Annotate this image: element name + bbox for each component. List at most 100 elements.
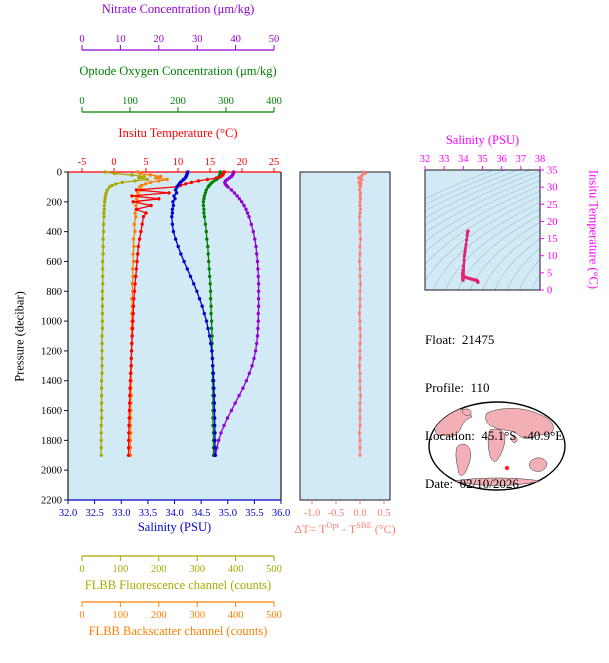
temperature-profile-marker bbox=[219, 174, 223, 179]
nitrate-profile-marker bbox=[256, 297, 261, 301]
fluorescence-tick-label: 0 bbox=[79, 564, 84, 575]
continent bbox=[485, 408, 554, 439]
temperature-profile-marker bbox=[196, 179, 201, 183]
delta-t-marker bbox=[358, 371, 362, 375]
ts-temperature-tick-label: 20 bbox=[547, 217, 558, 228]
oxygen-profile-marker bbox=[209, 319, 214, 323]
delta-t-marker bbox=[357, 176, 361, 180]
backscatter-profile-marker bbox=[134, 197, 139, 201]
float-id-line: Float: 21475 bbox=[425, 332, 495, 347]
nitrate-tick-label: 30 bbox=[192, 34, 203, 45]
ts-temperature-tick-label: 15 bbox=[547, 234, 558, 245]
delta-t-marker bbox=[358, 379, 362, 383]
ts-temperature-tick-label: 5 bbox=[547, 268, 552, 279]
delta-t-plot-area bbox=[300, 172, 390, 500]
nitrate-tick-label: 50 bbox=[269, 34, 280, 45]
fluorescence-profile-marker bbox=[101, 259, 105, 264]
nitrate-profile-marker bbox=[256, 267, 260, 271]
ts-curve-marker bbox=[476, 280, 480, 284]
delta-t-marker bbox=[358, 244, 362, 249]
density-contour bbox=[425, 170, 531, 219]
temperature-profile-marker bbox=[136, 244, 140, 249]
temperature-profile-marker bbox=[127, 423, 131, 428]
salinity-profile-marker bbox=[179, 252, 183, 256]
salinity-tick-label: 33.0 bbox=[112, 508, 130, 519]
pressure-tick-label: 1800 bbox=[41, 436, 62, 447]
oxygen-profile-marker bbox=[210, 334, 214, 338]
nitrate-profile-marker bbox=[247, 371, 252, 375]
temperature-profile-marker bbox=[167, 191, 171, 195]
delta-t-marker bbox=[358, 252, 362, 256]
salinity-profile-marker bbox=[197, 297, 202, 301]
nitrate-profile-marker bbox=[250, 364, 254, 368]
fluorescence-profile-marker bbox=[99, 423, 103, 428]
density-contour bbox=[425, 170, 494, 200]
nitrate-profile-marker bbox=[226, 185, 230, 189]
nitrate-profile-marker bbox=[219, 431, 223, 435]
backscatter-profile-marker bbox=[138, 171, 143, 176]
ts-curve-marker bbox=[463, 250, 467, 254]
delta-t-title-sup-sbe: SBE bbox=[356, 520, 372, 530]
backscatter-profile-marker bbox=[134, 203, 138, 208]
nitrate-tick-label: 20 bbox=[154, 34, 165, 45]
oxygen-tick-label: 0 bbox=[79, 96, 84, 107]
backscatter-profile-marker bbox=[143, 182, 148, 186]
delta-t-marker bbox=[358, 349, 362, 353]
salinity-profile-marker bbox=[210, 356, 214, 361]
salinity-axis-title: Salinity (PSU) bbox=[137, 520, 212, 534]
temperature-profile-marker bbox=[149, 203, 153, 208]
backscatter-tick-label: 100 bbox=[113, 610, 129, 621]
salinity-profile-marker bbox=[202, 311, 206, 316]
temperature-tick-label: 10 bbox=[173, 157, 184, 168]
fluorescence-profile-marker bbox=[100, 289, 105, 293]
salinity-profile-marker bbox=[192, 282, 196, 286]
ts-curve-marker bbox=[461, 268, 465, 272]
ts-temperature-tick-label: 35 bbox=[547, 166, 558, 177]
fluorescence-profile-marker bbox=[103, 200, 107, 204]
delta-t-marker bbox=[358, 194, 362, 198]
ts-curve-marker bbox=[465, 231, 470, 235]
fluorescence-axis-title: FLBB Fluorescence channel (counts) bbox=[84, 578, 272, 592]
delta-t-marker bbox=[357, 312, 362, 316]
density-contour bbox=[445, 208, 540, 290]
oxygen-profile-marker bbox=[202, 194, 207, 198]
oxygen-profile-marker bbox=[208, 289, 213, 293]
temperature-profile-marker bbox=[128, 379, 132, 383]
temperature-axis-title: Insitu Temperature (°C) bbox=[118, 126, 238, 140]
ts-temperature-tick-label: 30 bbox=[547, 183, 558, 194]
temperature-profile-marker bbox=[129, 356, 133, 361]
delta-t-marker bbox=[363, 171, 367, 176]
delta-t-marker bbox=[357, 431, 362, 435]
temperature-profile-marker bbox=[189, 180, 194, 185]
fluorescence-profile-marker bbox=[101, 237, 105, 241]
oxygen-profile-marker bbox=[202, 197, 206, 201]
oxygen-profile-marker bbox=[209, 326, 214, 331]
delta-t-marker bbox=[359, 174, 363, 179]
density-contour bbox=[469, 222, 540, 290]
delta-t-marker bbox=[357, 364, 362, 368]
delta-t-marker bbox=[358, 326, 362, 331]
pressure-tick-label: 2200 bbox=[41, 496, 62, 507]
temperature-tick-label: 5 bbox=[143, 157, 148, 168]
temperature-profile-marker bbox=[157, 197, 161, 201]
salinity-profile-marker bbox=[171, 203, 176, 208]
nitrate-tick-label: 0 bbox=[79, 34, 84, 45]
delta-t-tick-label: 0.5 bbox=[377, 508, 390, 519]
continent bbox=[455, 443, 471, 476]
salinity-profile-marker bbox=[211, 364, 215, 368]
density-contour bbox=[425, 170, 518, 212]
temperature-profile-marker bbox=[139, 229, 143, 234]
fluorescence-profile-marker bbox=[100, 319, 105, 323]
temperature-profile-marker bbox=[140, 222, 144, 226]
fluorescence-profile-marker bbox=[100, 356, 104, 361]
salinity-tick-label: 32.5 bbox=[85, 508, 103, 519]
salinity-tick-label: 32.0 bbox=[59, 508, 77, 519]
fluorescence-tick-label: 200 bbox=[151, 564, 167, 575]
delta-t-marker bbox=[358, 341, 362, 346]
delta-t-marker bbox=[358, 453, 362, 457]
pressure-tick-label: 600 bbox=[46, 257, 62, 268]
fluorescence-profile-marker bbox=[103, 194, 108, 198]
salinity-profile-marker bbox=[212, 386, 216, 390]
nitrate-profile-marker bbox=[240, 200, 244, 204]
